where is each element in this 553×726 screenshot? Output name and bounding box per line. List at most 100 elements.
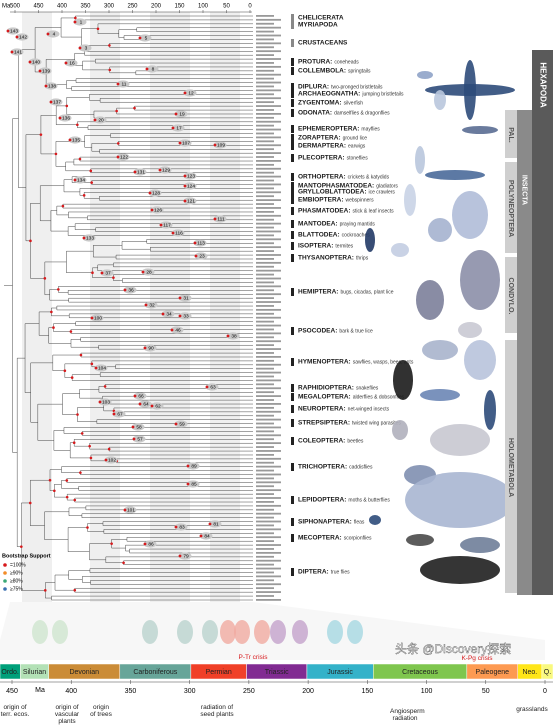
tip-label — [256, 571, 274, 574]
node-dot — [159, 223, 163, 227]
tip-label — [256, 54, 274, 56]
node-label: 38 — [231, 334, 237, 340]
tip-label — [256, 226, 274, 229]
order-bar — [291, 109, 294, 117]
node-dot — [133, 170, 137, 174]
insect-silhouette — [422, 340, 458, 360]
tip-label — [256, 434, 281, 437]
node-dot — [94, 366, 98, 370]
tip-label — [256, 281, 274, 284]
node-badge — [44, 82, 58, 90]
support-dot — [20, 545, 23, 548]
node-badge — [145, 65, 159, 73]
bottom-tick-label: 150 — [361, 688, 373, 695]
node-label: 63 — [210, 385, 216, 391]
order-name: DIPLURA: — [298, 84, 329, 91]
order-name: EMBIOPTERA: — [298, 197, 344, 204]
order-name: DIPTERA: — [298, 569, 329, 576]
tip-label — [256, 238, 281, 241]
node-badge — [38, 67, 52, 75]
support-dot — [52, 326, 55, 329]
node-dot — [150, 208, 154, 212]
node-dot — [116, 155, 120, 159]
support-dot — [115, 109, 118, 113]
order-bar — [291, 568, 294, 576]
tip-label — [256, 485, 274, 488]
tip-label — [256, 599, 281, 601]
period-label: Q. — [544, 669, 551, 676]
order-desc: springtails — [348, 69, 371, 75]
node-dot — [193, 241, 197, 245]
node-label: 3 — [85, 46, 88, 52]
node-dot — [205, 385, 209, 389]
tip-label — [256, 352, 274, 354]
period-band — [210, 12, 240, 602]
node-label: 57 — [137, 437, 143, 443]
tip-label — [256, 481, 281, 484]
node-badge — [143, 344, 157, 352]
order-desc: damselflies & dragonflies — [334, 111, 390, 117]
support-dot — [110, 542, 113, 545]
tip-label — [256, 367, 274, 370]
support-dot — [73, 588, 77, 592]
tip-label — [256, 524, 274, 527]
node-label: 139 — [42, 69, 50, 75]
node-badge — [170, 326, 184, 334]
bottom-tick-label: 200 — [302, 688, 314, 695]
node-dot — [183, 199, 187, 203]
node-dot — [133, 394, 137, 398]
node-dot — [186, 464, 190, 468]
support-dot — [86, 526, 89, 529]
event-label: origin of trees — [90, 704, 112, 718]
insect-silhouette — [434, 90, 446, 110]
tip-label — [256, 254, 281, 256]
period-label: Jurassic — [327, 669, 353, 676]
node-label: 124 — [187, 184, 195, 190]
bottom-tick-label: 0 — [543, 688, 547, 695]
insect-silhouette — [391, 243, 409, 257]
support-dot — [79, 353, 83, 357]
node-dot — [82, 236, 86, 240]
order-bar — [291, 419, 294, 427]
node-label: 140 — [32, 60, 40, 66]
order-name: PROTURA: — [298, 59, 332, 66]
insect-silhouette — [420, 389, 460, 401]
node-label: 107 — [182, 141, 190, 147]
order-name: SIPHONAPTERA: — [298, 519, 352, 526]
tip-label — [256, 246, 281, 249]
period-label: Neo. — [522, 669, 537, 676]
tip-label — [256, 34, 281, 37]
node-label: 8 — [152, 67, 155, 73]
node-badge — [171, 229, 185, 237]
node-label: 46 — [175, 328, 181, 334]
node-label: 66 — [138, 394, 144, 400]
support-dot — [53, 489, 56, 493]
node-label: 136 — [62, 116, 70, 122]
order-bar — [291, 188, 294, 196]
tip-label — [256, 58, 281, 60]
node-badge — [133, 392, 147, 400]
support-dot — [61, 204, 65, 208]
node-label: 64 — [143, 402, 149, 408]
tip-label — [256, 285, 281, 288]
tip-label — [256, 234, 274, 237]
tip-label — [256, 77, 274, 80]
order-name: ARCHAEOGNATHA: — [298, 91, 360, 98]
node-label: 34 — [166, 312, 172, 318]
insect-silhouette — [415, 146, 425, 174]
support-dot — [89, 456, 93, 460]
tip-label — [256, 324, 281, 327]
node-badge — [174, 523, 188, 531]
tip-label — [256, 101, 274, 104]
node-label: 28 — [146, 270, 152, 276]
tip-label — [256, 112, 281, 115]
order-bar — [291, 154, 294, 162]
support-dot — [89, 169, 93, 173]
tip-label — [256, 426, 281, 429]
tip-label — [256, 375, 274, 378]
event-label: P-Tr crisis — [238, 654, 268, 661]
tip-label — [256, 230, 281, 233]
order-bar — [291, 254, 294, 262]
support-dot — [76, 123, 79, 127]
support-dot — [108, 68, 112, 72]
